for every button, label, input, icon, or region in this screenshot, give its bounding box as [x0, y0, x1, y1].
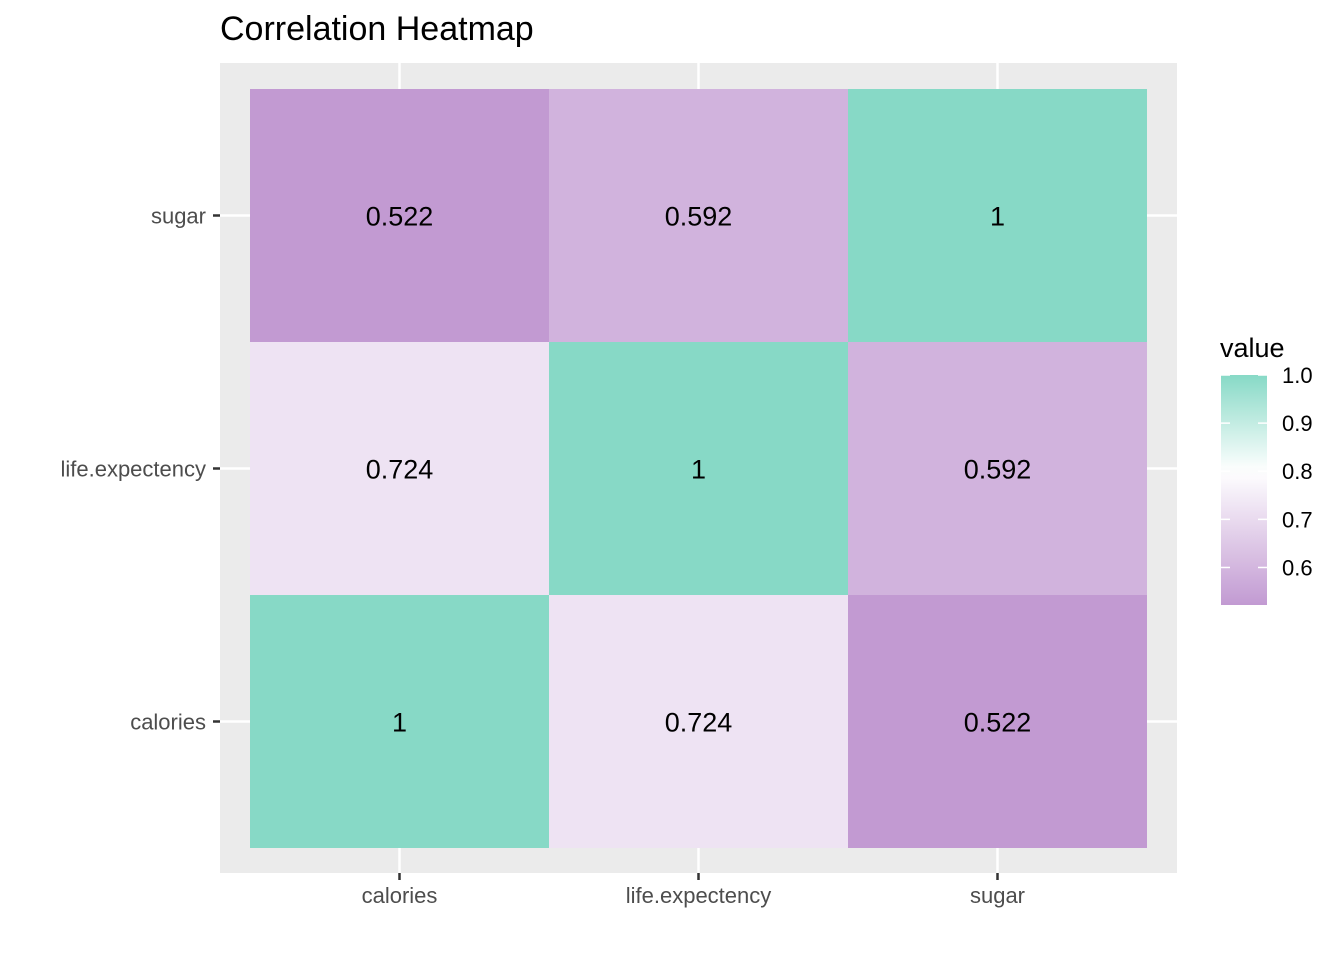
legend-colorbar [1221, 375, 1267, 605]
heatmap-cell [549, 89, 848, 342]
y-tick-label: life.expectency [60, 457, 206, 482]
heatmap-cell [848, 342, 1147, 595]
legend-ticks: 1.0 0.9 0.8 0.7 0.6 [1221, 363, 1313, 580]
x-axis: calories life.expectency sugar [362, 873, 1025, 908]
heatmap-cell-labels: 1 0.724 0.522 0.724 1 0.592 0.522 0.592 1 [366, 202, 1032, 738]
heatmap-cell-label: 1 [990, 202, 1005, 232]
heatmap-cells [250, 89, 1147, 848]
chart-title: Correlation Heatmap [220, 10, 534, 48]
heatmap-cell-label: 0.592 [665, 202, 733, 232]
heatmap-cell-label: 0.522 [964, 708, 1032, 738]
heatmap-cell-label: 0.724 [665, 708, 733, 738]
x-tick-label: calories [362, 883, 438, 908]
legend-title: value [1220, 333, 1285, 363]
heatmap-cell [250, 89, 549, 342]
legend-tick-label: 0.9 [1282, 411, 1313, 436]
heatmap-cell [250, 342, 549, 595]
legend-tick-label: 0.7 [1282, 507, 1313, 532]
x-tick-label: life.expectency [626, 883, 772, 908]
legend-tick-label: 1.0 [1282, 363, 1313, 388]
heatmap-cell-label: 1 [392, 708, 407, 738]
heatmap-cell [549, 595, 848, 848]
heatmap-cell [848, 89, 1147, 342]
heatmap-cell [848, 595, 1147, 848]
x-tick-label: sugar [970, 883, 1025, 908]
heatmap-cell-label: 1 [691, 455, 706, 485]
heatmap-cell [549, 342, 848, 595]
y-tick-label: calories [130, 710, 206, 735]
heatmap-cell-label: 0.724 [366, 455, 434, 485]
y-tick-label: sugar [151, 204, 206, 229]
legend-tick-label: 0.6 [1282, 555, 1313, 580]
legend-tick-label: 0.8 [1282, 459, 1313, 484]
y-axis: calories life.expectency sugar [60, 204, 220, 735]
heatmap-cell [250, 595, 549, 848]
color-legend: value 1.0 0.9 0.8 0.7 0.6 [1220, 333, 1313, 605]
heatmap-cell-label: 0.522 [366, 202, 434, 232]
heatmap-cell-label: 0.592 [964, 455, 1032, 485]
